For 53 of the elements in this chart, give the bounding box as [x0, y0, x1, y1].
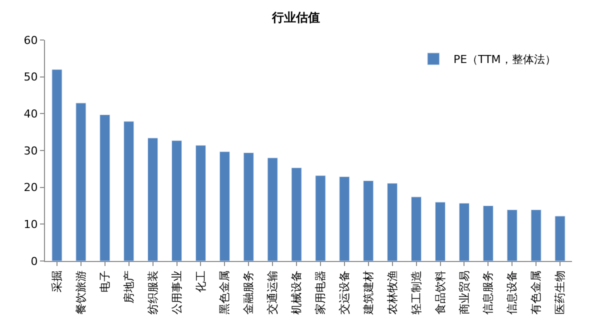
x-tick-label: 金融服务	[242, 270, 256, 314]
x-tick-label: 轻工制造	[410, 270, 423, 314]
bar	[195, 145, 206, 261]
x-tick-label: 商业贸易	[458, 270, 471, 314]
bar	[339, 176, 350, 261]
bar	[482, 206, 494, 261]
bar	[267, 158, 278, 261]
x-tick-label: 纺织服装	[146, 270, 160, 314]
bar	[219, 151, 230, 261]
bar	[291, 168, 302, 261]
bar	[363, 180, 374, 261]
x-tick-label: 黑色金属	[218, 270, 232, 314]
bar	[506, 210, 518, 261]
bar	[243, 152, 254, 261]
x-tick-label: 有色金属	[530, 270, 543, 314]
bar	[148, 138, 158, 261]
bar	[434, 202, 446, 261]
bar	[171, 140, 182, 261]
bar	[458, 202, 470, 261]
bar	[100, 114, 110, 261]
bar	[76, 102, 86, 261]
bar	[124, 121, 134, 261]
bar	[411, 196, 422, 261]
y-tick-label: 40	[24, 108, 38, 121]
x-tick-label: 建筑建材	[362, 270, 375, 316]
x-tick-label: 电子	[98, 270, 112, 292]
x-tick-label: 农林牧渔	[386, 270, 399, 314]
x-tick-label: 采掘	[50, 270, 64, 292]
x-tick-label: 医药生物	[554, 270, 567, 314]
y-tick-label: 30	[24, 144, 38, 158]
y-tick-label: 60	[24, 34, 38, 47]
x-tick-label: 交运设备	[338, 270, 352, 314]
legend-label: PE（TTM，整体法）	[453, 53, 556, 66]
y-tick-label: 50	[24, 70, 38, 84]
x-tick-label: 食品饮料	[434, 270, 447, 314]
x-tick-label: 交通运输	[266, 270, 280, 314]
x-tick-label: 房地产	[122, 270, 136, 304]
x-tick-label: 化工	[194, 270, 208, 292]
x-tick-label: 家用电器	[314, 270, 328, 314]
y-tick-label: 10	[24, 218, 38, 232]
x-tick-label: 信息服务	[482, 270, 495, 314]
bar	[554, 216, 566, 261]
bar	[530, 210, 542, 261]
chart-title: 行业估值	[271, 10, 320, 24]
x-tick-label: 机械设备	[290, 270, 304, 314]
y-tick-label: 0	[30, 254, 38, 268]
x-tick-label: 信息设备	[506, 270, 519, 314]
bar	[315, 175, 326, 261]
y-tick-label: 20	[24, 181, 38, 194]
bar	[387, 183, 398, 261]
x-tick-label: 公用事业	[170, 270, 184, 314]
bar	[52, 69, 62, 261]
x-tick-label: 餐饮旅游	[74, 270, 88, 314]
